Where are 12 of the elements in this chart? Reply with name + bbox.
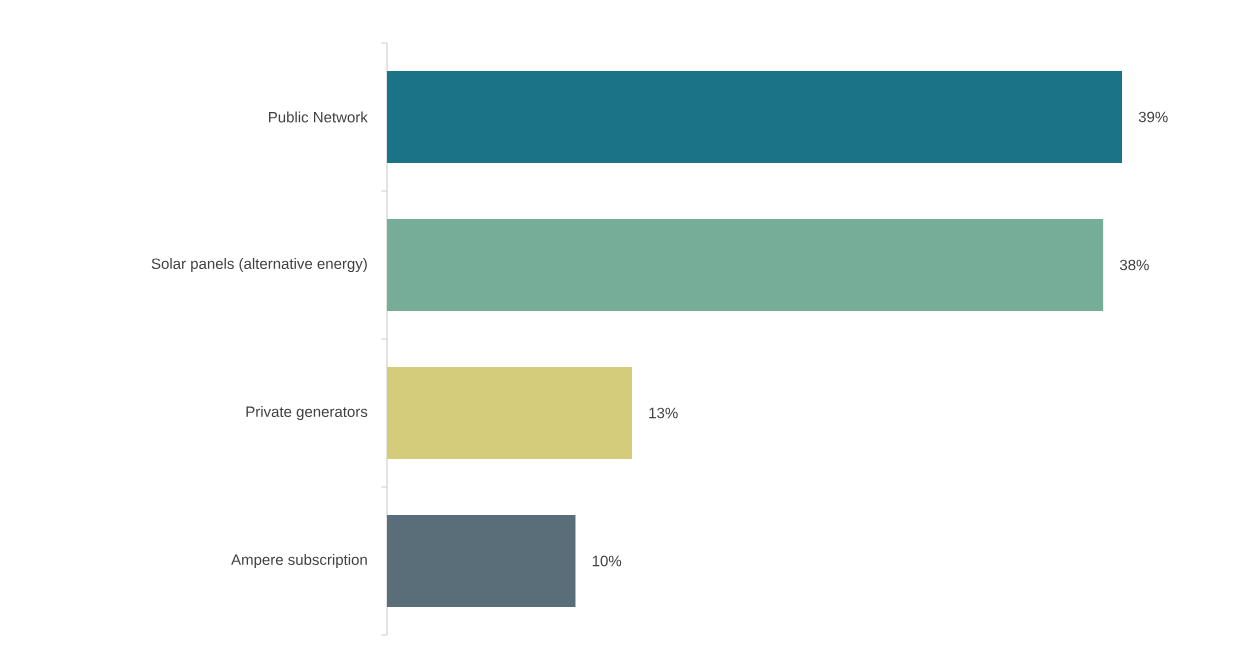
- y-tick-label: Solar panels (alternative energy): [151, 257, 367, 272]
- bar: [387, 218, 1104, 311]
- y-tick-label: Ampere subscription: [231, 554, 367, 568]
- data-label: 10%: [592, 555, 622, 567]
- y-tick-label: Private generators: [246, 405, 368, 420]
- bar: [387, 70, 1123, 163]
- data-label: 39%: [1138, 111, 1168, 123]
- bar: [387, 366, 633, 459]
- bar: [387, 514, 576, 607]
- data-label: 38%: [1119, 259, 1149, 271]
- data-label: 13%: [649, 407, 678, 419]
- y-tick-label: Public Network: [269, 111, 368, 123]
